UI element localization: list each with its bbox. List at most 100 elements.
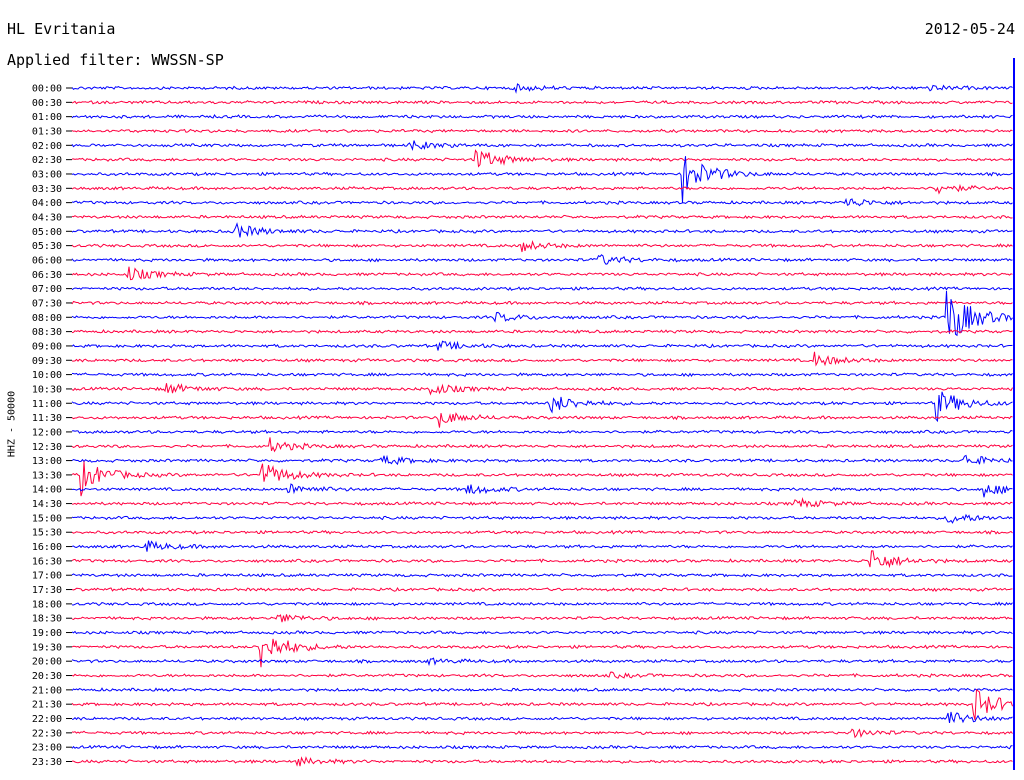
trace-line xyxy=(71,687,1013,693)
trace-line xyxy=(71,214,1013,220)
time-label: 23:00 xyxy=(32,743,62,754)
trace-line xyxy=(71,239,1013,253)
time-label: 00:00 xyxy=(32,84,62,95)
trace-line xyxy=(71,329,1013,334)
trace-line xyxy=(71,497,1013,509)
time-label: 11:30 xyxy=(32,413,62,424)
trace-line xyxy=(71,340,1013,351)
trace-line xyxy=(71,572,1013,578)
time-label: 01:30 xyxy=(32,126,62,137)
time-label: 22:00 xyxy=(32,714,62,725)
trace-line xyxy=(71,638,1013,668)
time-label: 04:30 xyxy=(32,212,62,223)
station-title: HL Evritania xyxy=(7,20,116,38)
trace-line xyxy=(71,483,1013,498)
filter-label: Applied filter: WWSSN-SP xyxy=(7,51,224,69)
time-label: 15:30 xyxy=(32,528,62,539)
time-label: 07:00 xyxy=(32,284,62,295)
time-label: 09:30 xyxy=(32,356,62,367)
trace-line xyxy=(71,412,1013,428)
trace-line xyxy=(71,183,1013,195)
time-label: 05:00 xyxy=(32,227,62,238)
trace-line xyxy=(71,351,1013,367)
trace-line xyxy=(71,437,1013,453)
trace-line xyxy=(71,540,1013,552)
time-label: 13:30 xyxy=(32,470,62,481)
time-label: 07:30 xyxy=(32,298,62,309)
trace-line xyxy=(71,689,1013,720)
time-label: 09:00 xyxy=(32,341,62,352)
time-label: 19:30 xyxy=(32,642,62,653)
trace-line xyxy=(71,461,1013,497)
trace-line xyxy=(71,744,1013,750)
trace-line xyxy=(71,128,1013,134)
trace-line xyxy=(71,372,1013,378)
time-label: 01:00 xyxy=(32,112,62,123)
time-label: 03:30 xyxy=(32,184,62,195)
record-date: 2012-05-24 xyxy=(924,20,1015,38)
trace-line xyxy=(71,391,1013,423)
time-label: 00:30 xyxy=(32,98,62,109)
trace-line xyxy=(71,657,1013,667)
trace-line xyxy=(71,99,1013,105)
trace-line xyxy=(71,149,1013,168)
trace-line xyxy=(71,300,1013,306)
time-label: 14:30 xyxy=(32,499,62,510)
trace-line xyxy=(71,266,1013,281)
trace-line xyxy=(71,529,1013,535)
time-label: 10:00 xyxy=(32,370,62,381)
time-label: 17:00 xyxy=(32,571,62,582)
trace-line xyxy=(71,728,1013,739)
trace-line xyxy=(71,756,1013,767)
trace-line xyxy=(71,513,1013,524)
time-label: 18:00 xyxy=(32,599,62,610)
time-label: 02:30 xyxy=(32,155,62,166)
trace-line xyxy=(71,140,1013,151)
time-label-group: 00:00 00:30 01:00 01:30 02:00 02:30 03:00 03:30… xyxy=(32,84,72,768)
trace-line xyxy=(71,601,1013,607)
trace-line xyxy=(71,429,1013,435)
trace-line xyxy=(71,586,1013,593)
time-label: 21:00 xyxy=(32,685,62,696)
time-label: 08:00 xyxy=(32,313,62,324)
trace-line xyxy=(71,114,1013,120)
time-label: 11:00 xyxy=(32,399,62,410)
trace-line xyxy=(71,454,1013,466)
trace-line xyxy=(71,614,1013,623)
time-label: 06:00 xyxy=(32,255,62,266)
time-label: 19:00 xyxy=(32,628,62,639)
time-label: 20:00 xyxy=(32,657,62,668)
time-label: 21:30 xyxy=(32,700,62,711)
trace-line xyxy=(71,630,1013,636)
time-label: 18:30 xyxy=(32,614,62,625)
trace-line xyxy=(71,383,1013,396)
time-label: 12:00 xyxy=(32,427,62,438)
time-label: 04:00 xyxy=(32,198,62,209)
trace-line xyxy=(71,286,1013,292)
time-label: 03:00 xyxy=(32,169,62,180)
time-label: 10:30 xyxy=(32,384,62,395)
trace-group xyxy=(71,83,1013,767)
trace-line xyxy=(71,671,1013,679)
trace-line xyxy=(71,156,1013,203)
time-label: 02:00 xyxy=(32,141,62,152)
trace-line xyxy=(71,83,1013,94)
time-label: 06:30 xyxy=(32,270,62,281)
time-label: 14:00 xyxy=(32,485,62,496)
time-label: 16:30 xyxy=(32,556,62,567)
time-label: 13:00 xyxy=(32,456,62,467)
time-label: 20:30 xyxy=(32,671,62,682)
trace-line xyxy=(71,290,1013,337)
time-label: 15:00 xyxy=(32,513,62,524)
time-label: 16:00 xyxy=(32,542,62,553)
trace-line xyxy=(71,550,1013,569)
trace-line xyxy=(71,254,1013,265)
time-label: 17:30 xyxy=(32,585,62,596)
trace-line xyxy=(71,711,1013,724)
trace-line xyxy=(71,197,1013,207)
time-label: 12:30 xyxy=(32,442,62,453)
trace-line xyxy=(71,222,1013,238)
time-label: 08:30 xyxy=(32,327,62,338)
time-label: 22:30 xyxy=(32,728,62,739)
